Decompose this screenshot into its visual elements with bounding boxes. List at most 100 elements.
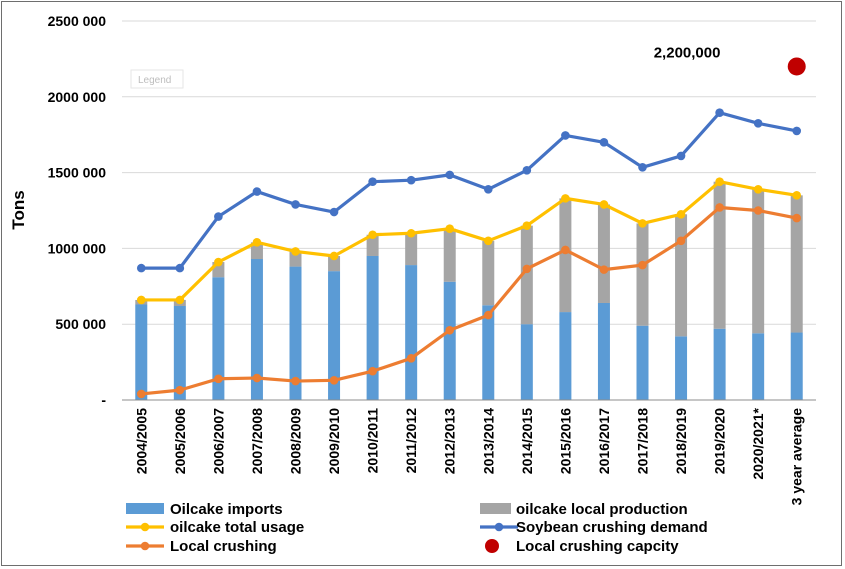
marker-local-crushing bbox=[406, 354, 416, 363]
bar-oilcake-local-production bbox=[405, 233, 418, 266]
marker-oilcake-total-usage bbox=[368, 230, 377, 240]
marker-oilcake-total-usage bbox=[715, 177, 724, 186]
marker-local-crushing bbox=[252, 373, 262, 383]
x-tick-label: 2011/2012 bbox=[403, 408, 419, 474]
line-local-crushing bbox=[139, 205, 799, 396]
y-axis-ticks: - 500 000 1000 000 1500 000 2000 000 2500 000 bbox=[48, 13, 107, 408]
marker-soybean-crushing-demand bbox=[214, 212, 223, 221]
bar-oilcake-imports bbox=[173, 306, 186, 400]
marker-soybean-crushing-demand bbox=[175, 263, 185, 273]
marker-oilcake-total-usage bbox=[252, 238, 262, 247]
bar-oilcake-imports bbox=[328, 271, 341, 400]
point-local-crushing-capcity bbox=[787, 57, 806, 76]
bar-oilcake-local-production bbox=[520, 225, 533, 325]
marker-soybean-crushing-demand bbox=[406, 175, 416, 185]
marker-oilcake-total-usage bbox=[792, 191, 802, 200]
points bbox=[787, 57, 806, 76]
marker-soybean-crushing-demand bbox=[483, 184, 493, 194]
x-tick-label: 2008/2009 bbox=[288, 408, 304, 474]
legend-marker-oilcake-total-usage bbox=[140, 522, 150, 532]
bar-oilcake-imports bbox=[289, 266, 302, 400]
line-oilcake-total-usage bbox=[139, 180, 799, 302]
x-tick-label: 2019/2020 bbox=[712, 408, 728, 474]
y-axis-label: Tons bbox=[9, 190, 28, 229]
marker-oilcake-total-usage bbox=[522, 221, 532, 230]
bar-oilcake-local-production bbox=[328, 255, 341, 272]
marker-soybean-crushing-demand bbox=[561, 131, 570, 140]
marker-local-crushing bbox=[175, 385, 185, 395]
lines bbox=[136, 108, 802, 399]
marker-soybean-crushing-demand bbox=[252, 187, 262, 196]
x-tick-label: 2004/2005 bbox=[133, 408, 149, 474]
x-tick-label: 2006/2007 bbox=[210, 408, 226, 474]
legend-marker-local-crushing bbox=[140, 541, 150, 551]
bar-oilcake-imports bbox=[636, 325, 649, 400]
bar-oilcake-imports bbox=[713, 328, 726, 400]
legend-stub-label: Legend bbox=[138, 75, 171, 86]
marker-local-crushing bbox=[136, 389, 146, 399]
bar-oilcake-imports bbox=[212, 277, 225, 400]
legend-swatch-oilcake-local-production bbox=[480, 503, 511, 514]
bar-oilcake-imports bbox=[135, 304, 148, 400]
bar-oilcake-local-production bbox=[289, 251, 302, 267]
gridlines bbox=[122, 20, 816, 325]
marker-soybean-crushing-demand bbox=[329, 207, 339, 217]
bar-oilcake-local-production bbox=[675, 214, 688, 337]
bar-oilcake-imports bbox=[752, 333, 765, 400]
marker-oilcake-total-usage bbox=[561, 194, 570, 203]
bar-oilcake-local-production bbox=[752, 189, 765, 334]
bar-oilcake-imports bbox=[250, 259, 263, 400]
y-tick-label: 1000 000 bbox=[48, 240, 107, 256]
marker-oilcake-total-usage bbox=[214, 257, 223, 267]
x-tick-label: 2005/2006 bbox=[172, 408, 188, 474]
legend-swatch-oilcake-imports bbox=[126, 503, 164, 514]
y-tick-label: 2500 000 bbox=[48, 13, 107, 29]
marker-oilcake-total-usage bbox=[638, 219, 647, 228]
marker-local-crushing bbox=[368, 366, 377, 376]
bar-oilcake-local-production bbox=[597, 204, 610, 303]
legend-marker-soybean-crushing-demand bbox=[494, 522, 504, 532]
bar-oilcake-local-production bbox=[713, 181, 726, 329]
marker-soybean-crushing-demand bbox=[792, 126, 802, 136]
marker-oilcake-total-usage bbox=[676, 209, 686, 219]
marker-soybean-crushing-demand bbox=[715, 108, 724, 118]
marker-soybean-crushing-demand bbox=[368, 177, 377, 186]
x-axis-ticks: 2004/2005 2005/2006 2006/2007 2007/2008 2008… bbox=[133, 407, 804, 505]
marker-oilcake-total-usage bbox=[406, 228, 416, 238]
legend: Oilcake imports oilcake local production o… bbox=[126, 501, 708, 555]
legend-label-soybean-crushing-demand: Soybean crushing demand bbox=[516, 519, 708, 536]
x-tick-label: 2007/2008 bbox=[249, 408, 265, 474]
x-tick-label: 2009/2010 bbox=[326, 408, 342, 474]
marker-local-crushing bbox=[638, 260, 647, 270]
bar-oilcake-local-production bbox=[636, 223, 649, 326]
legend-label-local-crushing-capcity: Local crushing capcity bbox=[516, 538, 679, 555]
y-tick-label: 1500 000 bbox=[48, 165, 107, 181]
marker-local-crushing bbox=[599, 265, 609, 274]
marker-oilcake-total-usage bbox=[136, 295, 146, 305]
capacity-annotation: 2,200,000 bbox=[654, 44, 721, 61]
bar-oilcake-local-production bbox=[366, 234, 379, 256]
marker-soybean-crushing-demand bbox=[638, 162, 647, 172]
marker-oilcake-total-usage bbox=[329, 251, 339, 261]
bar-oilcake-imports bbox=[405, 265, 418, 400]
bar-oilcake-local-production bbox=[790, 195, 803, 333]
marker-oilcake-total-usage bbox=[175, 295, 185, 305]
y-tick-label: 2000 000 bbox=[48, 89, 107, 105]
bars bbox=[135, 181, 803, 400]
marker-oilcake-total-usage bbox=[291, 247, 300, 256]
x-tick-label: 2018/2019 bbox=[673, 408, 689, 474]
marker-local-crushing bbox=[329, 375, 339, 385]
bar-oilcake-imports bbox=[675, 336, 688, 400]
bar-oilcake-imports bbox=[366, 255, 379, 400]
marker-local-crushing bbox=[214, 374, 223, 384]
bar-oilcake-local-production bbox=[443, 228, 456, 282]
marker-local-crushing bbox=[715, 203, 724, 212]
bar-oilcake-local-production bbox=[482, 240, 495, 306]
bar-oilcake-local-production bbox=[250, 242, 263, 260]
marker-soybean-crushing-demand bbox=[599, 137, 609, 147]
marker-oilcake-total-usage bbox=[599, 200, 609, 209]
marker-oilcake-total-usage bbox=[483, 236, 493, 246]
marker-local-crushing bbox=[753, 206, 763, 215]
